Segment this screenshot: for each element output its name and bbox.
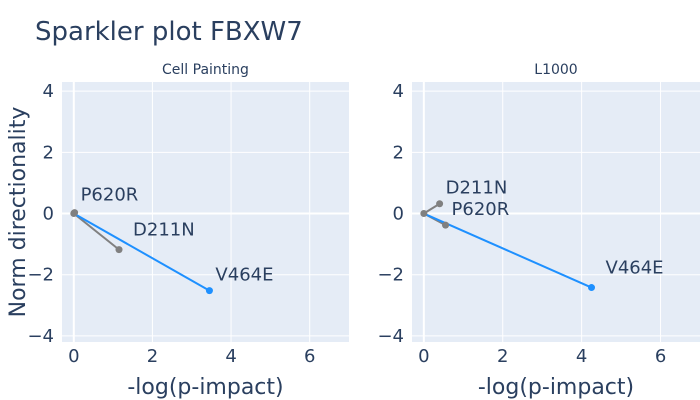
x-tick-label: 0	[68, 346, 79, 367]
x-tick-label: 2	[497, 346, 508, 367]
plot-area	[412, 82, 700, 342]
data-point-p620r	[71, 209, 79, 217]
y-tick-label: −4	[27, 326, 54, 347]
point-label-v464e: V464E	[606, 258, 664, 279]
x-tick-label: 0	[418, 346, 429, 367]
y-tick-label: 0	[393, 204, 404, 225]
point-label-d211n: D211N	[446, 178, 508, 199]
y-tick-label: 4	[393, 81, 404, 102]
sparkler-line-v464e	[73, 212, 210, 292]
y-tick-label: 4	[43, 81, 54, 102]
data-point-d211n	[115, 246, 123, 254]
y-tick-label: −2	[27, 265, 54, 286]
x-axis-title: -log(p-impact)	[127, 375, 283, 400]
data-point-p620r	[442, 221, 450, 229]
data-point-d211n	[436, 200, 444, 208]
x-axis-title: -log(p-impact)	[478, 375, 634, 400]
sparkler-line-d211n	[73, 212, 120, 251]
panel-2: 0 2 4 6 −4 −2 0 2 4 L1000 -log(p-impact) D211NP620R…	[377, 62, 700, 400]
y-tick-label: 2	[43, 142, 54, 163]
y-tick-label: −4	[377, 326, 404, 347]
origin-point	[420, 210, 428, 218]
x-tick-label: 4	[576, 346, 587, 367]
y-tick-label: 0	[43, 204, 54, 225]
y-axis-title: Norm directionality	[6, 107, 31, 318]
subplot-title: L1000	[534, 62, 577, 78]
y-tick-label: −2	[377, 265, 404, 286]
sparkler-line-v464e	[423, 212, 592, 289]
x-tick-label: 4	[225, 346, 236, 367]
point-label-d211n: D211N	[133, 220, 195, 241]
chart-title: Sparkler plot FBXW7	[35, 17, 303, 47]
data-point-v464e	[205, 287, 213, 295]
plot-area	[62, 82, 349, 342]
x-tick-label: 6	[655, 346, 666, 367]
data-point-v464e	[588, 284, 596, 292]
panel-1: 0 2 4 6 −4 −2 0 2 4 Cell Painting -log(p-impact) P6…	[27, 62, 349, 400]
point-label-v464e: V464E	[215, 265, 273, 286]
point-label-p620r: P620R	[452, 199, 510, 220]
x-tick-label: 2	[147, 346, 158, 367]
y-tick-label: 2	[393, 142, 404, 163]
subplot-title: Cell Painting	[162, 62, 249, 78]
x-tick-label: 6	[304, 346, 315, 367]
point-label-p620r: P620R	[81, 185, 139, 206]
